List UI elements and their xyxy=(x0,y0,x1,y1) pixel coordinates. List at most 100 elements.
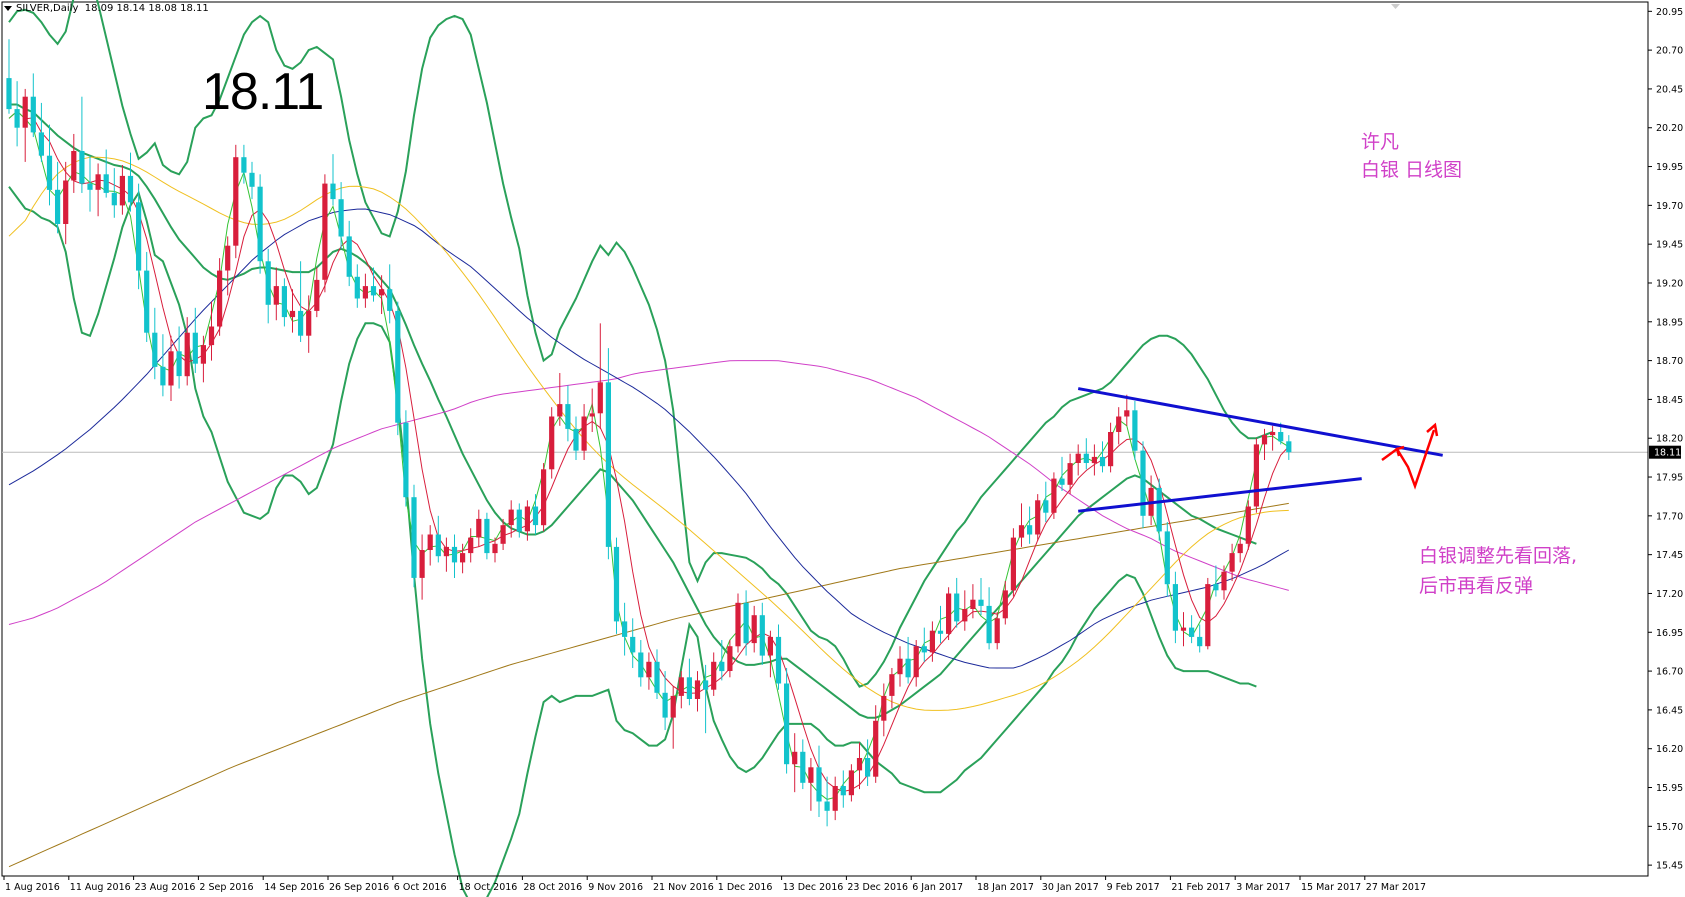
candle-up xyxy=(1108,432,1114,467)
time-tick-label: 18 Oct 2016 xyxy=(459,882,518,893)
price-tick-label: 16.95 xyxy=(1656,628,1683,639)
price-tick-label: 19.95 xyxy=(1656,162,1683,173)
candle-down xyxy=(265,261,271,305)
candle-up xyxy=(897,658,903,675)
candle-up xyxy=(678,677,684,696)
price-tick-label: 19.45 xyxy=(1656,240,1683,251)
candle-up xyxy=(1237,543,1243,554)
candle-down xyxy=(638,652,644,678)
candle-up xyxy=(1010,537,1016,591)
candle-up xyxy=(1035,500,1041,535)
price-tick-label: 17.95 xyxy=(1656,473,1683,484)
bollinger-middle xyxy=(9,103,1257,719)
candle-down xyxy=(1189,627,1195,637)
time-tick-label: 15 Mar 2017 xyxy=(1301,882,1361,893)
candle-down xyxy=(937,630,944,634)
candle-up xyxy=(970,599,976,609)
candle-up xyxy=(225,245,231,271)
candle-down xyxy=(6,78,12,110)
candle-up xyxy=(962,609,968,622)
price-tick-label: 15.45 xyxy=(1656,861,1683,872)
time-tick-label: 3 Mar 2017 xyxy=(1236,882,1290,893)
candle-down xyxy=(330,183,336,200)
current-price-badge xyxy=(1649,445,1681,459)
candle-down xyxy=(622,621,628,637)
candle-down xyxy=(241,157,247,173)
candle-up xyxy=(670,695,676,718)
candle-up xyxy=(1229,553,1235,572)
candle-up xyxy=(63,180,69,224)
candle-down xyxy=(14,109,20,128)
candle-down xyxy=(1140,450,1146,516)
candle-down xyxy=(30,96,36,133)
candle-down xyxy=(387,289,393,311)
candle-down xyxy=(346,236,352,277)
candle-down xyxy=(160,366,166,386)
candle-up xyxy=(427,534,433,550)
candle-up xyxy=(362,286,368,299)
candle-up xyxy=(557,404,563,417)
candle-up xyxy=(1270,432,1276,436)
price-tick-label: 20.45 xyxy=(1656,84,1683,95)
time-tick-label: 2 Sep 2016 xyxy=(199,882,253,893)
candle-down xyxy=(176,351,182,377)
candle-up xyxy=(95,174,101,190)
price-tick-label: 17.45 xyxy=(1656,550,1683,561)
current-price-annotation: 18.11 xyxy=(202,63,324,121)
candle-up xyxy=(168,351,174,386)
time-tick-label: 18 Jan 2017 xyxy=(977,882,1034,893)
time-tick-label: 6 Oct 2016 xyxy=(394,882,447,893)
scroll-marker-icon xyxy=(1391,4,1400,9)
candle-down xyxy=(1043,500,1049,513)
candle-up xyxy=(946,593,952,634)
candle-up xyxy=(1180,627,1187,631)
candle-up xyxy=(994,618,1000,644)
ma-50 xyxy=(8,208,1290,669)
candle-down xyxy=(824,801,830,811)
candle-up xyxy=(549,416,555,470)
candle-up xyxy=(581,416,587,451)
candle-up xyxy=(314,279,320,311)
candle-down xyxy=(905,658,911,678)
author-note: 许凡 白银 日线图 xyxy=(1361,128,1462,184)
trendline-upper xyxy=(1077,387,1443,457)
candle-down xyxy=(654,661,660,693)
candle-down xyxy=(978,599,984,606)
price-tick-label: 20.70 xyxy=(1656,46,1683,57)
bollinger-lower xyxy=(8,186,1257,897)
price-tick-label: 16.20 xyxy=(1656,744,1683,755)
current-price-badge-label: 18.11 xyxy=(1654,448,1681,459)
candle-up xyxy=(832,786,838,811)
author-name: 许凡 xyxy=(1361,131,1400,153)
candle-up xyxy=(200,345,206,364)
candle-down xyxy=(1132,410,1138,451)
candle-up xyxy=(476,518,482,538)
chevron-down-icon[interactable] xyxy=(4,5,12,11)
candle-down xyxy=(1172,584,1178,631)
candle-up xyxy=(792,751,798,765)
candle-down xyxy=(743,602,749,644)
candle-down xyxy=(144,270,150,333)
price-tick-label: 20.20 xyxy=(1656,123,1683,134)
candle-down xyxy=(136,202,142,271)
chart-caption: 白银 日线图 xyxy=(1361,159,1463,181)
candle-down xyxy=(370,286,377,296)
candle-up xyxy=(1261,435,1268,445)
time-tick-label: 30 Jan 2017 xyxy=(1042,882,1099,893)
time-tick-label: 23 Aug 2016 xyxy=(135,882,196,893)
candle-down xyxy=(451,546,458,563)
candle-down xyxy=(1213,584,1219,591)
candle-down xyxy=(411,497,417,578)
candle-up xyxy=(541,469,547,526)
candle-down xyxy=(192,332,198,364)
ma-100 xyxy=(8,360,1289,625)
ma-200 xyxy=(8,502,1289,868)
ma-10 xyxy=(8,110,1290,793)
candle-down xyxy=(516,509,522,532)
candle-down xyxy=(532,506,539,526)
candle-up xyxy=(646,661,652,678)
time-axis: 1 Aug 2016 11 Aug 2016 23 Aug 2016 2 Sep 20… xyxy=(2,875,1648,893)
time-tick-label: 27 Mar 2017 xyxy=(1366,882,1426,893)
candle-down xyxy=(395,310,401,423)
candle-down xyxy=(686,677,692,699)
